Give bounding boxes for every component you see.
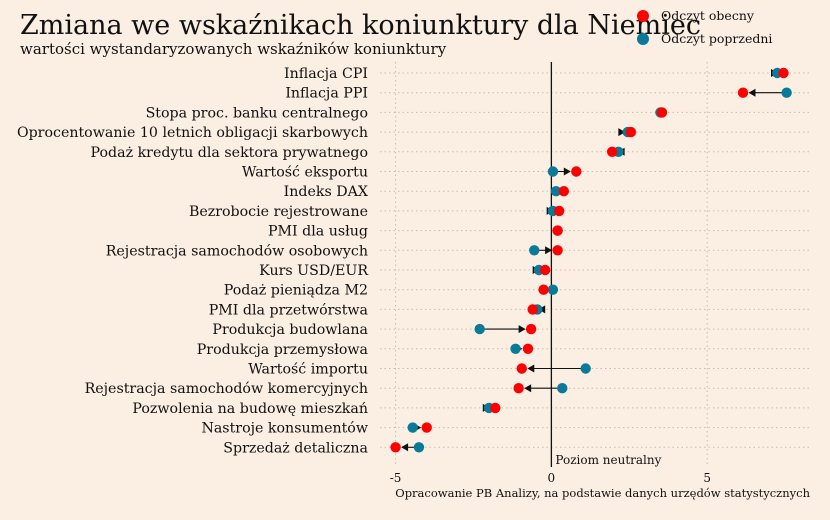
current-value-point <box>522 343 534 354</box>
previous-value-point <box>580 363 591 374</box>
category-label: Nastroje konsumentów <box>201 421 368 437</box>
current-value-point <box>513 383 524 394</box>
current-value-point <box>606 146 618 157</box>
current-value-point <box>656 107 668 118</box>
previous-value-point <box>407 422 418 433</box>
change-arrow-head <box>618 128 626 137</box>
source-note: Opracowanie PB Analizy, na podstawie dan… <box>395 486 810 500</box>
category-label: Rejestracja samochodów osobowych <box>106 243 368 259</box>
category-label: Stopa proc. banku centralnego <box>146 105 368 121</box>
current-value-point <box>527 304 538 315</box>
previous-value-point <box>547 166 559 177</box>
category-label: Pozwolenia na budowę mieszkań <box>132 401 368 417</box>
current-value-point <box>553 205 565 217</box>
legend-label-current: Odczyt obecny <box>661 8 754 23</box>
current-value-point <box>558 186 570 197</box>
current-value-point <box>737 87 749 98</box>
change-arrow-head <box>545 246 553 255</box>
category-label: Wartość eksportu <box>242 165 368 181</box>
category-label: Podaż kredytu dla sektora prywatnego <box>91 145 368 161</box>
category-label: Wartość importu <box>248 362 368 378</box>
current-value-point <box>539 264 551 276</box>
previous-value-point <box>550 186 562 197</box>
neutral-line-label: Poziom neutralny <box>555 453 661 467</box>
x-tick-label: 5 <box>703 471 711 485</box>
category-label: PMI dla usług <box>268 224 368 240</box>
current-value-point <box>538 284 549 295</box>
current-value-point <box>490 402 501 414</box>
current-value-point <box>552 245 563 256</box>
change-arrow-head <box>527 364 535 373</box>
category-label: Inflacja PPI <box>285 86 368 102</box>
previous-value-point <box>510 343 521 354</box>
legend-marker-previous <box>637 32 649 45</box>
previous-value-point <box>781 87 792 98</box>
category-label: Indeks DAX <box>284 184 369 200</box>
category-label: PMI dla przetwórstwa <box>209 302 369 318</box>
legend-marker-current <box>637 9 649 22</box>
legend-label-previous: Odczyt poprzedni <box>661 31 773 46</box>
current-value-point <box>516 363 527 374</box>
current-value-point <box>421 422 432 433</box>
change-arrow-head <box>518 325 526 334</box>
category-label: Rejestracja samochodów komercyjnych <box>85 381 368 397</box>
category-label: Produkcja budowlana <box>212 322 368 338</box>
legend-item-previous: Odczyt poprzedni <box>637 27 772 50</box>
previous-value-point <box>413 442 425 453</box>
category-label: Sprzedaż detaliczna <box>223 440 368 456</box>
current-value-point <box>571 166 582 177</box>
category-label: Podaż pieniądza M2 <box>224 283 368 299</box>
change-arrow-head <box>401 443 409 452</box>
change-arrow-head <box>563 167 571 176</box>
category-label: Bezrobocie rejestrowane <box>189 204 368 220</box>
change-arrow-head <box>748 88 756 97</box>
x-tick-label: -5 <box>390 471 402 485</box>
previous-value-point <box>529 245 540 256</box>
previous-value-point <box>474 323 485 335</box>
current-value-point <box>625 126 637 138</box>
category-label: Inflacja CPI <box>284 66 368 82</box>
chart-subtitle: wartości wystandaryzowanych wskaźników k… <box>20 40 447 58</box>
legend: Odczyt obecny Odczyt poprzedni <box>637 4 772 50</box>
current-value-point <box>390 442 401 453</box>
current-value-point <box>525 323 537 335</box>
change-arrow-head <box>524 384 532 393</box>
category-label: Produkcja przemysłowa <box>197 342 369 358</box>
previous-value-point <box>547 284 559 295</box>
category-label: Oprocentowanie 10 letnich obligacji skar… <box>17 125 368 141</box>
previous-value-point <box>557 383 568 394</box>
chart-title: Zmiana we wskaźnikach koniunktury dla Ni… <box>20 10 701 41</box>
x-tick-label: 0 <box>548 471 556 485</box>
current-value-point <box>778 67 789 79</box>
current-value-point <box>552 225 563 236</box>
legend-item-current: Odczyt obecny <box>637 4 772 27</box>
category-label: Kurs USD/EUR <box>259 263 369 279</box>
